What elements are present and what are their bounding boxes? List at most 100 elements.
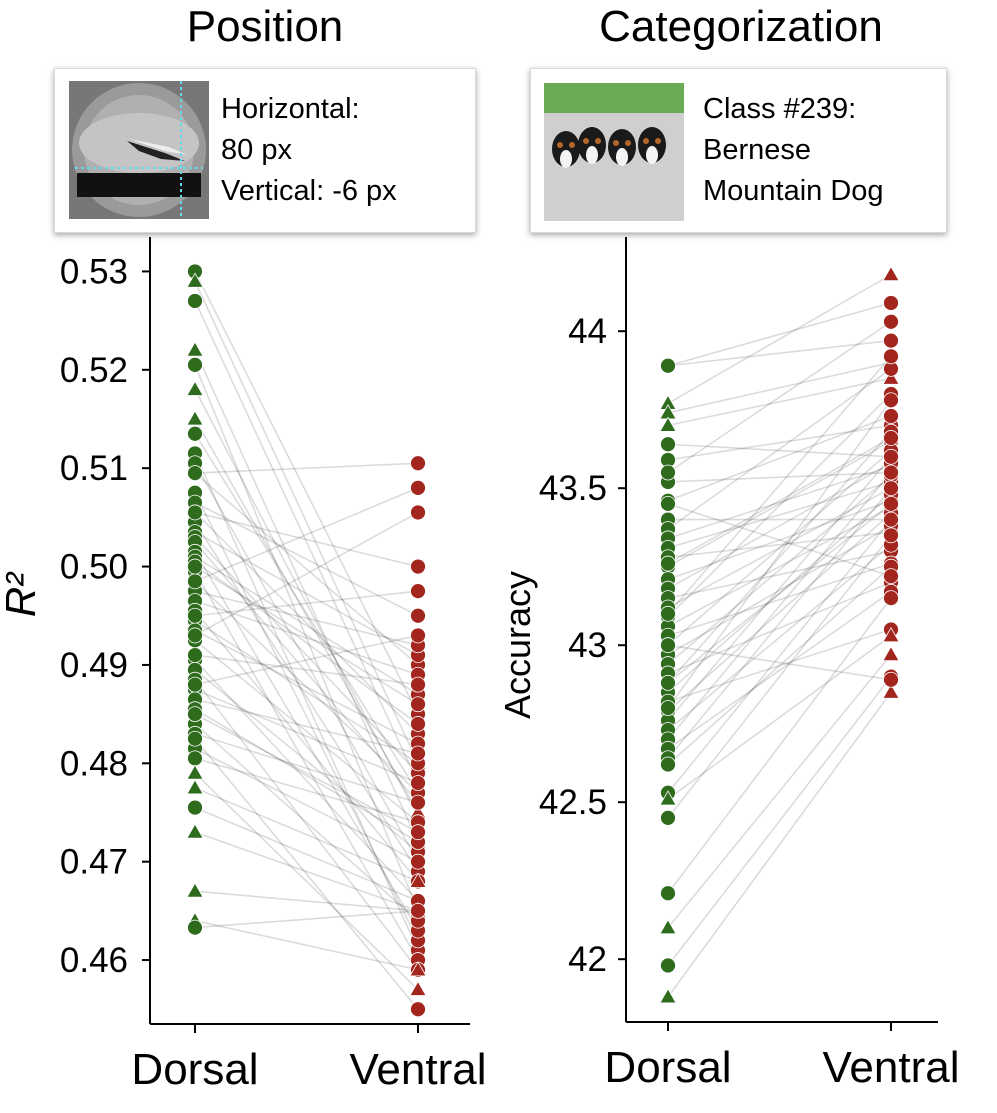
- pair-line: [194, 433, 419, 794]
- ventral-point: [410, 455, 426, 472]
- y-tick-label: 42.5: [539, 783, 607, 822]
- pair-line: [667, 471, 892, 483]
- pair-line: [194, 679, 419, 971]
- position-title: Position: [186, 2, 344, 51]
- pair-line: [194, 300, 419, 784]
- ventral-point: [883, 348, 899, 365]
- position-info-text: Horizontal: 80 px Vertical: -6 px: [221, 89, 397, 212]
- pair-line: [194, 492, 419, 941]
- pair-line: [667, 302, 892, 367]
- ventral-point: [410, 558, 426, 575]
- pair-line: [194, 723, 419, 922]
- ventral-point: [883, 480, 899, 497]
- pair-line: [194, 772, 419, 991]
- pair-line: [667, 581, 892, 675]
- pair-line: [667, 562, 892, 637]
- pair-line: [667, 449, 892, 646]
- dorsal-point: [187, 504, 203, 521]
- categorization-panel: 42 42.5 43 43.5 44 Dorsal Ventral Accuracy: [497, 237, 959, 1092]
- pair-line: [194, 521, 419, 872]
- dorsal-point: [660, 885, 676, 902]
- y-tick-label: 0.46: [60, 941, 128, 980]
- ventral-triangle: [882, 645, 900, 662]
- pair-line: [667, 506, 892, 628]
- pair-line: [194, 565, 419, 705]
- categorization-info-box: Class #239: Bernese Mountain Dog: [530, 68, 947, 233]
- pair-line: [667, 456, 892, 722]
- pair-line: [667, 487, 892, 759]
- pair-line: [667, 368, 892, 530]
- y-tick-label: 0.47: [60, 843, 128, 882]
- pair-line: [194, 831, 419, 912]
- dorsal-point: [187, 425, 203, 442]
- pair-line: [667, 644, 892, 681]
- pair-line: [194, 536, 419, 774]
- dorsal-triangle: [186, 779, 204, 795]
- categorization-title: Categorization: [599, 2, 883, 51]
- dorsal-point: [187, 676, 203, 693]
- dorsal-triangle: [659, 988, 677, 1004]
- ventral-point: [883, 408, 899, 424]
- dorsal-triangle: [186, 410, 204, 426]
- pair-line: [194, 462, 419, 863]
- dorsal-triangle: [186, 341, 204, 357]
- y-axis-label: Accuracy: [497, 571, 538, 719]
- pair-line: [194, 610, 419, 882]
- ventral-point: [410, 504, 426, 521]
- position-panel: 0.46 0.47 0.48 0.49 0.50 0.51 0.52 0.53 Dorsal Ve…: [0, 237, 486, 1094]
- ventral-triangle: [882, 265, 900, 282]
- y-tick-label: 43.5: [539, 469, 607, 508]
- dorsal-point: [660, 957, 676, 974]
- dog-puppies-thumbnail-icon: [544, 83, 684, 221]
- bird-grating-thumbnail-icon: [69, 81, 209, 219]
- pair-line: [194, 389, 419, 818]
- y-tick-label: 0.48: [60, 744, 128, 783]
- pair-line: [667, 443, 892, 458]
- pair-line: [194, 511, 419, 637]
- pair-line: [667, 519, 892, 794]
- pair-line: [667, 500, 892, 581]
- pair-line: [194, 590, 419, 617]
- categorization-info-line-1: Class #239:: [703, 93, 857, 125]
- dorsal-point: [660, 756, 676, 773]
- y-tick-label: 0.51: [60, 449, 128, 488]
- ventral-point: [410, 676, 426, 693]
- ventral-point: [410, 902, 426, 919]
- pair-line: [667, 676, 892, 966]
- pair-line: [194, 501, 419, 617]
- categorization-info-text: Class #239: Bernese Mountain Dog: [703, 89, 884, 212]
- ventral-point: [883, 568, 899, 585]
- x-tick-label: Dorsal: [131, 1045, 258, 1094]
- dorsal-point: [660, 810, 676, 826]
- pair-line: [194, 713, 419, 833]
- pair-line: [194, 271, 419, 715]
- pair-line: [194, 747, 419, 863]
- pair-line: [194, 639, 419, 823]
- pair-line: [194, 571, 419, 961]
- pair-line: [194, 487, 419, 583]
- pair-line: [667, 691, 892, 998]
- pair-line: [194, 511, 419, 735]
- position-info-box: Horizontal: 80 px Vertical: -6 px: [54, 68, 476, 233]
- dorsal-point: [660, 555, 676, 572]
- pair-line: [194, 541, 419, 804]
- ventral-point: [883, 495, 899, 512]
- pair-line: [667, 339, 892, 367]
- pair-line: [194, 890, 419, 912]
- dorsal-point: [187, 558, 203, 575]
- pair-line: [667, 437, 892, 565]
- pair-line: [194, 462, 419, 474]
- ventral-triangle: [882, 626, 900, 643]
- pair-line: [194, 688, 419, 784]
- dorsal-point: [187, 799, 203, 816]
- dorsal-triangle: [659, 790, 677, 806]
- pair-line: [667, 393, 892, 618]
- ventral-point: [410, 1001, 426, 1018]
- pair-line: [194, 580, 419, 794]
- pair-line: [194, 551, 419, 931]
- position-info-line-3: Vertical: -6 px: [221, 175, 397, 207]
- pair-line: [194, 806, 419, 902]
- dorsal-point: [187, 919, 203, 936]
- ventral-point: [410, 479, 426, 496]
